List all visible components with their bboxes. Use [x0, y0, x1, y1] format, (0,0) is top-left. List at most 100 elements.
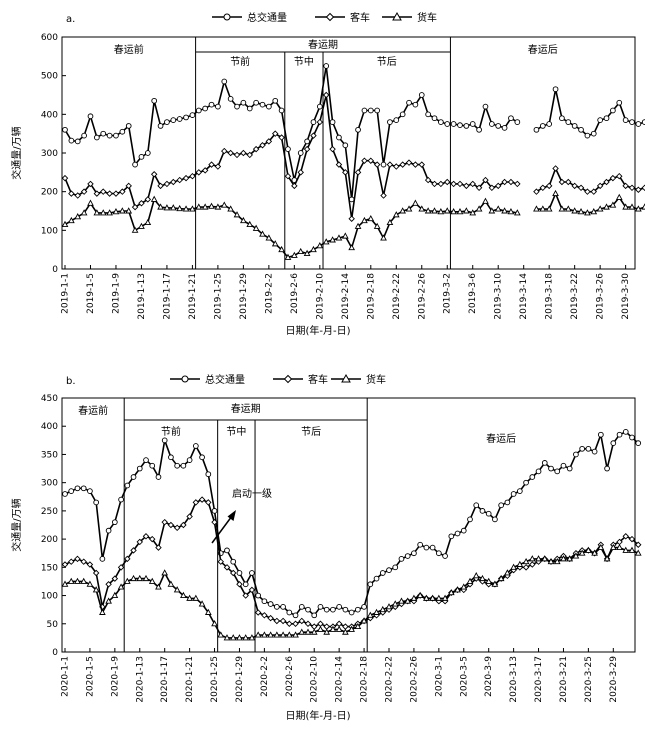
x-tick-label: 2020-1-5 [85, 656, 95, 697]
point-total [597, 431, 604, 438]
point-freight [501, 207, 508, 214]
point-freight [528, 555, 536, 562]
point-total [463, 123, 470, 129]
point-total [230, 558, 237, 565]
point-total [535, 468, 542, 475]
point-freight [491, 580, 499, 587]
point-passenger [418, 161, 426, 168]
x-tick-label: 2020-3-5 [459, 656, 469, 697]
point-total [514, 119, 521, 125]
point-passenger [437, 180, 445, 188]
x-tick-label: 2020-3-1 [434, 656, 444, 697]
point-total [285, 146, 291, 152]
y-tick-label: 450 [41, 394, 58, 404]
point-total [469, 121, 476, 127]
point-total [361, 107, 368, 114]
point-total [170, 117, 177, 123]
point-freight [385, 603, 393, 610]
point-passenger [286, 620, 293, 628]
point-freight [254, 631, 262, 638]
point-passenger [93, 190, 101, 197]
x-tick-label: 2019-1-25 [213, 273, 223, 320]
point-passenger [603, 178, 610, 186]
panel-a-xlabel: 日期(年-月-日) [285, 324, 350, 337]
point-total [174, 462, 181, 469]
point-total [261, 598, 268, 605]
point-freight [118, 207, 126, 214]
x-tick-label: 2020-3-13 [509, 656, 519, 703]
point-total [622, 429, 629, 435]
point-freight [142, 574, 150, 582]
x-tick-label: 2020-1-21 [185, 656, 195, 703]
point-passenger [342, 623, 349, 630]
point-passenger [167, 521, 175, 529]
point-total [132, 161, 138, 168]
x-tick-label: 2020-2-10 [310, 656, 320, 703]
x-tick-label: 2020-2-18 [360, 656, 370, 703]
point-passenger [310, 623, 318, 630]
point-total [355, 126, 361, 133]
x-tick-label: 2020-2-2 [260, 656, 270, 697]
point-total [323, 63, 330, 69]
point-freight [93, 209, 101, 216]
point-total [87, 488, 93, 494]
point-freight [150, 195, 158, 202]
point-total [143, 457, 149, 463]
point-total [311, 612, 318, 619]
point-passenger [205, 499, 212, 506]
point-freight [596, 205, 604, 212]
point-freight [297, 247, 305, 255]
point-total [211, 508, 218, 514]
point-passenger [303, 145, 311, 153]
point-total [406, 99, 412, 106]
point-passenger [195, 169, 203, 176]
series-total [62, 63, 645, 203]
point-freight [585, 546, 592, 553]
point-passenger [192, 499, 200, 506]
point-total [476, 126, 482, 133]
point-total [292, 612, 299, 619]
point-freight [316, 242, 324, 249]
point-total [304, 138, 310, 145]
point-total [186, 457, 193, 463]
point-freight [510, 563, 517, 570]
point-freight [86, 580, 94, 587]
point-freight [273, 631, 281, 638]
point-total [539, 123, 546, 129]
point-freight [61, 580, 69, 587]
x-tick-label: 2019-3-14 [519, 273, 529, 320]
point-freight [227, 205, 234, 212]
series-total [62, 429, 642, 619]
point-total [485, 510, 492, 517]
point-total [597, 117, 603, 123]
point-total [495, 123, 502, 129]
point-total [336, 603, 343, 610]
point-freight [157, 203, 164, 210]
point-freight [67, 577, 75, 584]
x-tick-label: 2020-1-9 [110, 656, 120, 697]
x-tick-label: 2020-1-17 [160, 656, 170, 703]
y-tick-label: 0 [52, 265, 58, 275]
point-passenger [173, 524, 181, 532]
panel-b-phase-after: 节后 [301, 426, 321, 438]
point-passenger [155, 544, 162, 551]
point-passenger [189, 172, 196, 180]
point-total [560, 462, 567, 469]
point-freight [155, 583, 162, 590]
point-passenger [61, 174, 69, 182]
point-freight [189, 205, 196, 212]
point-total [399, 111, 406, 118]
point-total [199, 454, 205, 461]
legend-b-passenger: 客车 [308, 373, 328, 386]
point-total [380, 161, 387, 168]
point-total [584, 132, 591, 139]
y-tick-label: 400 [41, 422, 58, 432]
point-passenger [112, 190, 120, 197]
point-total [566, 465, 573, 472]
point-total [323, 606, 330, 613]
point-passenger [74, 192, 81, 199]
point-freight [475, 205, 483, 212]
point-freight [516, 560, 524, 567]
y-tick-label: 150 [41, 563, 58, 573]
